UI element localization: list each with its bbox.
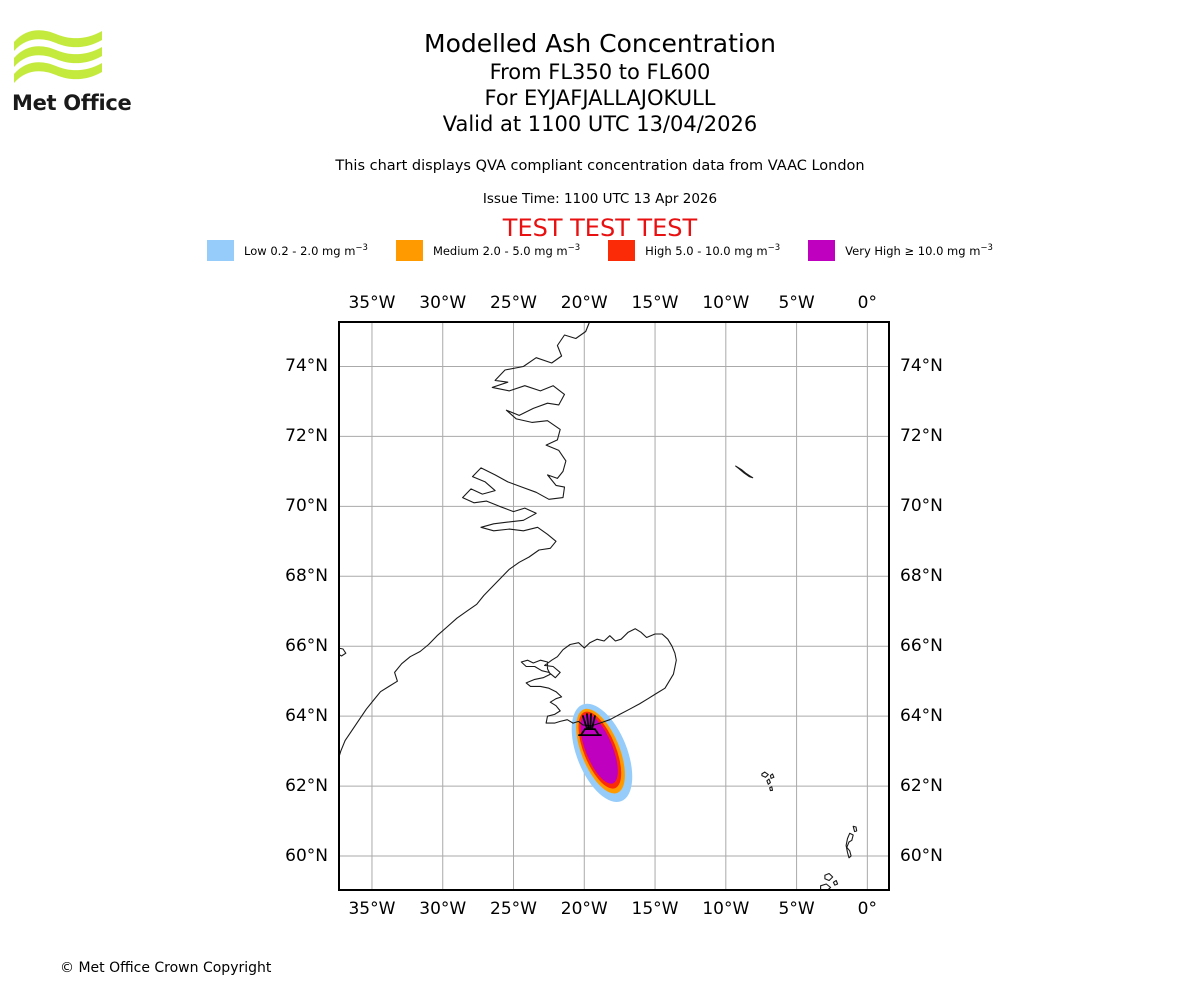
volcano-spike-0: [582, 715, 588, 729]
lat-tick-left-2: 70°N: [285, 496, 328, 517]
coastline-jan-mayen: [735, 465, 754, 479]
lat-tick-right-3: 68°N: [900, 566, 943, 587]
met-office-wave-mark: [14, 30, 102, 83]
lat-tick-left-6: 62°N: [285, 776, 328, 797]
legend-item-very-high: Very High ≥ 10.0 mg m−3: [808, 240, 993, 261]
qva-note-block: This chart displays QVA compliant concen…: [0, 156, 1200, 176]
lat-tick-left-4: 66°N: [285, 636, 328, 657]
volcano-spike-2: [589, 713, 592, 729]
lon-tick-top-0: 35°W: [348, 293, 396, 313]
lat-tick-right-2: 70°N: [900, 496, 943, 517]
lon-tick-top-7: 0°: [857, 293, 878, 313]
lat-tick-right-6: 62°N: [900, 776, 943, 797]
concentration-legend: Low 0.2 - 2.0 mg m−3 Medium 2.0 - 5.0 mg …: [0, 240, 1200, 261]
volcano-spike-3: [591, 715, 596, 729]
lat-tick-right-4: 66°N: [900, 636, 943, 657]
coastline-faroe-islands: [769, 773, 775, 779]
flight-level-range: From FL350 to FL600: [489, 60, 711, 84]
legend-item-medium: Medium 2.0 - 5.0 mg m−3: [395, 240, 581, 261]
lat-tick-right-0: 74°N: [900, 356, 943, 377]
lat-tick-right-5: 64°N: [900, 706, 943, 727]
lon-tick-bottom-7: 0°: [857, 899, 878, 919]
volcano-name: For EYJAFJALLAJOKULL: [484, 86, 716, 110]
legend-swatch-low: [207, 240, 235, 261]
issue-time: Issue Time: 1100 UTC 13 Apr 2026: [482, 191, 718, 207]
coastline-faroe-islands: [761, 771, 769, 778]
lat-tick-left-1: 72°N: [285, 426, 328, 447]
legend-swatch-high: [608, 240, 636, 261]
coastline-faroe-islands: [769, 786, 774, 792]
qva-note: This chart displays QVA compliant concen…: [335, 158, 865, 174]
coastline-greenland-island: [338, 647, 347, 657]
lon-tick-top-4: 15°W: [631, 293, 679, 313]
legend-swatch-medium: [395, 240, 423, 261]
lon-tick-top-5: 10°W: [702, 293, 750, 313]
lon-tick-bottom-4: 15°W: [631, 899, 679, 919]
lat-tick-right-7: 60°N: [900, 846, 943, 867]
coastline-faroe-islands: [766, 778, 771, 785]
volcano-symbol: [578, 713, 602, 736]
lon-tick-top-1: 30°W: [419, 293, 467, 313]
page-title: Modelled Ash Concentration: [424, 29, 776, 58]
ash-concentration-map: 35°W 35°W 30°W 30°W 25°W 25°W 20°W 20°W 15°W 15°W…: [285, 293, 943, 919]
legend-item-low: Low 0.2 - 2.0 mg m−3: [207, 240, 368, 261]
legend-label-low: Low 0.2 - 2.0 mg m−3: [244, 243, 368, 258]
map-gridlines: [338, 321, 890, 891]
chart-title-block: Modelled Ash Concentration From FL350 to…: [0, 28, 1200, 137]
coastline-iceland: [520, 628, 677, 727]
test-banner: TEST TEST TEST: [502, 214, 698, 242]
lon-tick-bottom-1: 30°W: [419, 899, 467, 919]
lat-tick-left-0: 74°N: [285, 356, 328, 377]
lon-tick-bottom-6: 5°W: [778, 899, 815, 919]
coastline-orkney: [832, 879, 839, 886]
lon-tick-bottom-5: 10°W: [702, 899, 750, 919]
coastline-shetland: [845, 832, 854, 859]
volcano-crater: [580, 728, 600, 736]
legend-swatch-very-high: [808, 240, 836, 261]
lat-tick-right-1: 72°N: [900, 426, 943, 447]
coastline-shetland: [852, 825, 858, 833]
copyright-notice: © Met Office Crown Copyright: [60, 960, 272, 976]
valid-time: Valid at 1100 UTC 13/04/2026: [442, 112, 758, 136]
map-frame-border: [338, 321, 890, 891]
legend-label-medium: Medium 2.0 - 5.0 mg m−3: [432, 243, 581, 258]
lon-tick-top-2: 25°W: [490, 293, 537, 313]
legend-label-very-high: Very High ≥ 10.0 mg m−3: [845, 243, 993, 258]
coastline-greenland: [338, 321, 591, 761]
map-canvas: [338, 321, 890, 891]
lon-tick-top-6: 5°W: [778, 293, 815, 313]
met-office-logo: Met Office: [12, 26, 192, 122]
lat-tick-left-3: 68°N: [285, 566, 328, 587]
coastline-orkney: [824, 872, 834, 882]
plume-contour-very-high: [580, 714, 618, 784]
lon-tick-bottom-0: 35°W: [348, 899, 396, 919]
volcano-spike-1: [586, 713, 590, 729]
lon-tick-top-3: 20°W: [560, 293, 608, 313]
lon-tick-bottom-3: 20°W: [560, 899, 608, 919]
legend-item-high: High 5.0 - 10.0 mg m−3: [608, 240, 780, 261]
lat-tick-left-5: 64°N: [285, 706, 328, 727]
lon-tick-bottom-2: 25°W: [490, 899, 537, 919]
coastlines: [338, 321, 858, 891]
met-office-logo-text: Met Office: [12, 91, 132, 115]
lat-tick-left-7: 60°N: [285, 846, 328, 867]
legend-label-high: High 5.0 - 10.0 mg m−3: [645, 243, 781, 258]
